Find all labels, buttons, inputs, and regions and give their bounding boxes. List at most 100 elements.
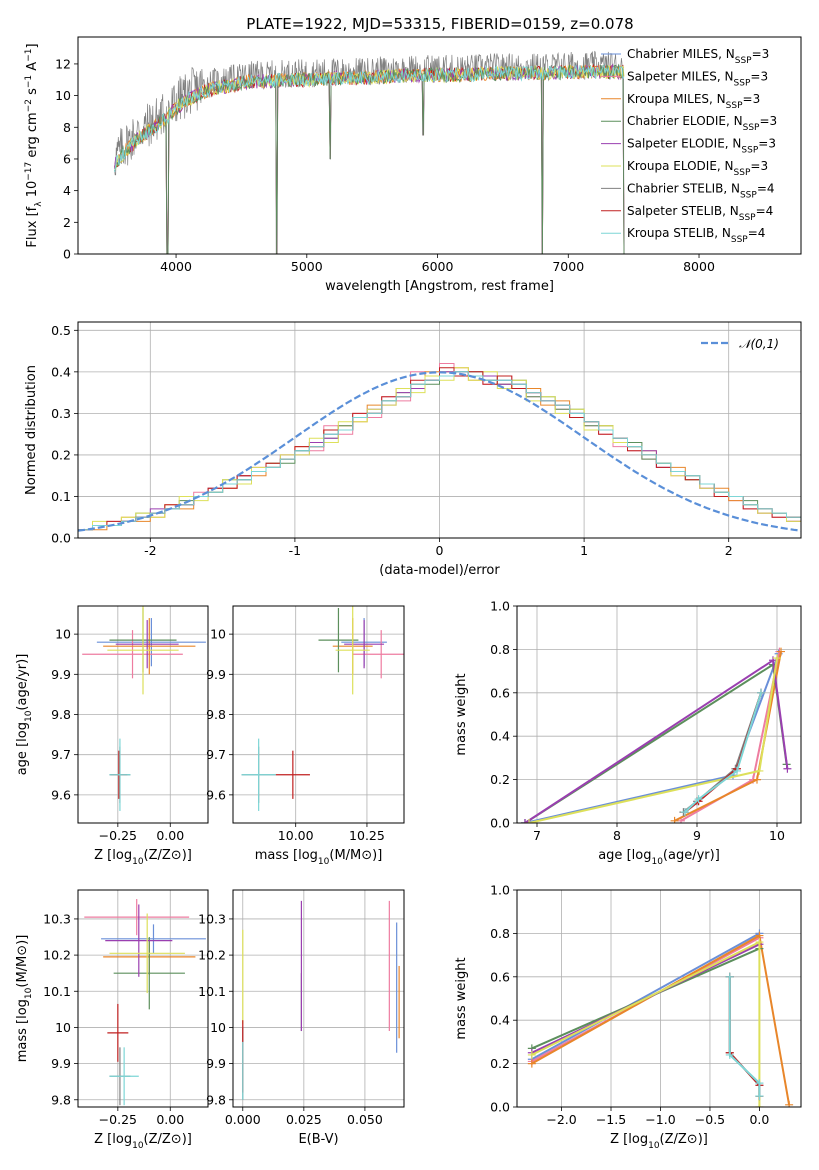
axes-residuals: -2 -1 0 1 2 0.0 0.1 0.2 0.3 0.4 0.5 (data-model)/er…	[24, 321, 802, 578]
plot-area-age_vs_Z	[82, 606, 206, 811]
y-tick-label: 0.6	[490, 685, 510, 700]
axes-mass_vs_Z: −0.25 0.00 9.8 9.9 10 10.1 10.2 10.3 Z [log10(Z/…	[15, 889, 209, 1151]
legend-entry: Kroupa ELODIE, NSSP=3	[627, 159, 768, 178]
x-tick-label: 10	[769, 828, 785, 843]
y-tick-label: 0.4	[490, 1013, 510, 1028]
plot-area-massweight_vs_age	[521, 647, 792, 823]
x-tick-label: 9	[693, 828, 701, 843]
y-tick-label: 9.7	[51, 747, 71, 762]
x-tick-label: -1	[289, 543, 301, 558]
x-tick-label: 5000	[291, 259, 323, 274]
x-tick-label: −0.25	[99, 828, 137, 843]
y-tick-label: 9.9	[206, 1056, 226, 1071]
data-point-marker	[783, 764, 792, 773]
axes-frame	[77, 321, 802, 539]
axes-frame	[516, 889, 802, 1108]
plot-area-age_vs_mass	[241, 606, 404, 811]
data-point-marker	[521, 819, 529, 823]
data-point-marker	[755, 766, 764, 775]
legend-entry: 𝒩(0,1)	[739, 337, 779, 351]
legend-entry: Chabrier ELODIE, NSSP=3	[627, 114, 777, 133]
series-line	[531, 932, 760, 1061]
y-tick-label: 9.8	[206, 1092, 226, 1107]
x-axis-label: age [log10(age/yr)]	[598, 848, 720, 867]
axes-frame	[232, 605, 405, 824]
x-tick-label: 0.00	[156, 1112, 184, 1127]
data-point-marker	[757, 688, 765, 697]
data-point-marker	[527, 1059, 536, 1068]
errorbar-kroupa-elodie	[107, 606, 179, 695]
axes-spectrum: 4000 5000 6000 7000 8000 0 2 4 6 8 10 12 wavelength …	[24, 36, 802, 294]
x-tick-label: 10.00	[278, 828, 314, 843]
data-point-marker	[753, 775, 761, 784]
y-tick-label: 10.2	[198, 948, 226, 963]
y-axis-label: mass [log10(M/M⊙)]	[15, 935, 34, 1063]
errorbar-kroupa-stelib	[109, 1047, 139, 1106]
data-point-marker	[755, 1092, 764, 1101]
y-tick-label: 0.1	[51, 489, 71, 504]
axes-frame	[77, 889, 209, 1108]
figure-title: PLATE=1922, MJD=53315, FIBERID=0159, z=0…	[246, 15, 633, 33]
y-tick-label: 0.6	[490, 969, 510, 984]
panels: 4000 5000 6000 7000 8000024681012wavelength …	[15, 36, 802, 1151]
y-tick-label: 4	[63, 183, 71, 198]
data-point-marker	[725, 1050, 734, 1059]
y-tick-label: 0.3	[51, 406, 71, 421]
y-tick-label: 10.1	[198, 984, 226, 999]
y-tick-label: 0.8	[490, 926, 510, 941]
legend-entry: Salpeter MILES, NSSP=3	[627, 69, 768, 88]
x-axis-label: Z [log10(Z/Z⊙)]	[94, 848, 192, 867]
y-tick-label: 9.8	[51, 1092, 71, 1107]
x-axis-label: (data-model)/error	[379, 563, 500, 578]
plot-background	[517, 606, 801, 823]
axes-mass_vs_EBV: 0.000 0.025 0.050 9.8 9.9 10 10.1 10.2 10.3 E(B-V…	[198, 889, 405, 1147]
y-tick-label: 9.8	[206, 707, 226, 722]
data-point-marker	[755, 938, 764, 947]
y-axis-label: mass weight	[454, 673, 469, 755]
plot-background	[517, 890, 801, 1107]
y-tick-label: 0.0	[51, 531, 71, 546]
x-tick-label: 2	[725, 543, 733, 558]
errorbar-salpeter-miles	[352, 630, 404, 679]
errorbar-chabrier-miles	[96, 618, 206, 667]
y-axis-label: Flux [fλ 10−17 erg cm−2 s−1 A−1]	[24, 43, 44, 247]
data-point-marker	[755, 1103, 764, 1107]
y-tick-label: 10	[55, 1020, 71, 1035]
x-tick-label: 0	[436, 543, 444, 558]
plot-area-mass_vs_EBV	[242, 900, 400, 1100]
legend-entry: Salpeter ELODIE, NSSP=3	[627, 137, 776, 156]
x-tick-label: 0.00	[156, 828, 184, 843]
x-tick-label: -2	[144, 543, 156, 558]
y-tick-label: 8	[63, 120, 71, 135]
gaussian-curve	[78, 371, 801, 532]
x-axis-label: E(B-V)	[298, 1132, 338, 1147]
data-point-marker	[670, 816, 679, 823]
x-axis-label: mass [log10(M/M⊙)]	[255, 848, 383, 867]
y-tick-label: 10	[55, 88, 71, 103]
y-axis-label: Normed distribution	[24, 365, 39, 495]
spectrum-model-line	[114, 64, 625, 171]
x-axis-label: Z [log10(Z/Z⊙)]	[610, 1132, 708, 1151]
errorbar-kroupa-stelib	[109, 738, 131, 811]
plot-area-mass_vs_Z	[84, 899, 206, 1106]
x-tick-label: −1.0	[645, 1112, 675, 1127]
y-axis-label: mass weight	[454, 957, 469, 1039]
y-tick-label: 0.8	[490, 642, 510, 657]
y-tick-label: 9.8	[51, 707, 71, 722]
data-point-marker	[785, 1100, 794, 1107]
plot-background	[233, 890, 404, 1107]
plot-area-massweight_vs_Z	[527, 929, 794, 1107]
legend-entry: Salpeter STELIB, NSSP=4	[627, 204, 773, 223]
data-point-marker	[527, 1050, 536, 1059]
y-tick-label: 9.9	[51, 667, 71, 682]
legend-entry: Kroupa MILES, NSSP=3	[627, 92, 760, 111]
x-tick-label: 0.0	[749, 1112, 769, 1127]
y-tick-label: 2	[63, 215, 71, 230]
data-point-marker	[681, 808, 689, 817]
y-tick-label: 10	[210, 1020, 226, 1035]
y-tick-label: 10.3	[198, 911, 226, 926]
x-tick-label: 1	[580, 543, 588, 558]
y-tick-label: 10	[55, 627, 71, 642]
y-tick-label: 0.4	[51, 364, 71, 379]
